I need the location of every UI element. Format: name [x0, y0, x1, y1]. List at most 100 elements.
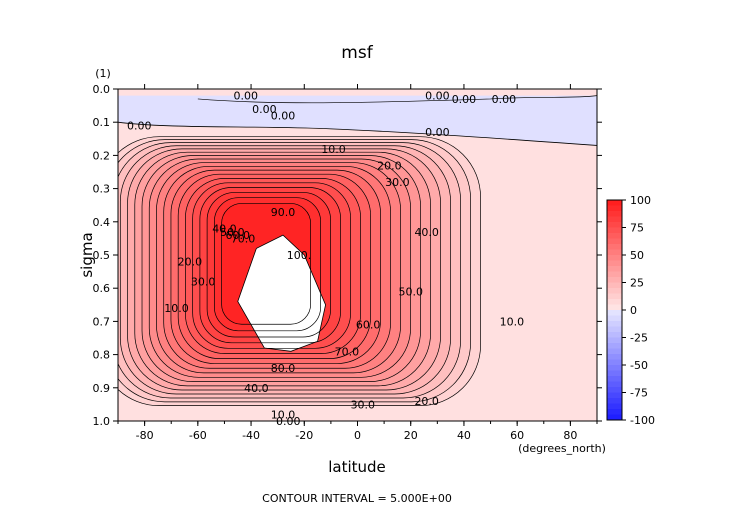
contour-label: 10.0: [500, 315, 525, 328]
colorbar-segment: [607, 398, 622, 404]
colorbar-tick-label: -50: [630, 359, 648, 372]
contour-label: 40.0: [244, 382, 269, 395]
colorbar-segment: [607, 321, 622, 327]
contour-label: 40.0: [212, 222, 237, 235]
colorbar-segment: [607, 238, 622, 245]
colorbar-segment: [607, 315, 622, 322]
colorbar-segment: [607, 326, 622, 333]
colorbar-tick-label: -100: [630, 414, 655, 427]
colorbar-segment: [607, 205, 622, 212]
colorbar-segment: [607, 376, 622, 382]
contour-label: 60.0: [356, 319, 381, 332]
contour-label: 90.0: [271, 206, 296, 219]
y-axis: 0.0 0.1 0.2 0.3 0.4 0.5 0.6 0.7 0.8 0.9 1.0: [93, 83, 602, 428]
contour-label: 20.0: [377, 159, 402, 172]
colorbar-segment: [607, 348, 622, 355]
contour-60: [170, 169, 381, 364]
contour-field: [118, 89, 597, 421]
colorbar-segment: [607, 222, 622, 228]
contour-80: [199, 187, 341, 344]
y-tick-label: 0.5: [93, 249, 111, 262]
contour-label: 30.0: [351, 398, 376, 411]
contour-lines: [118, 95, 597, 406]
contour-15: [118, 139, 471, 403]
x-tick-label: -40: [242, 429, 260, 442]
contour-label: 0.00: [425, 126, 450, 139]
contour-label: 10.0: [271, 408, 296, 421]
colorbar-tick-label: -25: [630, 332, 648, 345]
colorbar-segment: [607, 282, 622, 289]
colorbar-segment: [607, 277, 622, 283]
chart-title: msf: [341, 43, 373, 63]
y-tick-label: 0.9: [93, 382, 111, 395]
x-tick-label: -60: [189, 429, 207, 442]
colorbar-tick-label: 25: [630, 277, 644, 290]
contour-label: 10.0: [164, 302, 189, 315]
contour-25: [119, 145, 451, 395]
colorbar-segment: [607, 337, 622, 344]
contour-zero-upper: [197, 95, 597, 104]
contour-label: 100.: [287, 249, 312, 262]
y-tick-label: 0.2: [93, 149, 111, 162]
core-above-100: [237, 234, 326, 352]
y-axis-units: (1): [95, 67, 111, 80]
colorbar-tick-label: 75: [630, 222, 644, 235]
x-axis-label: latitude: [328, 458, 386, 476]
colorbar-segment: [607, 260, 622, 267]
x-tick-label: 40: [457, 429, 471, 442]
y-tick-label: 0.6: [93, 282, 111, 295]
colorbar-segment: [607, 403, 622, 410]
contour-35: [134, 151, 431, 387]
x-axis: -80 -60 -40 -20 0 20 40 60 80: [117, 84, 598, 442]
y-tick-label: 0.4: [93, 216, 111, 229]
contour-30: [127, 148, 441, 391]
contour-labels: 0.000.000.000.000.00 0.00 0.000.0010.020.0…: [127, 90, 524, 428]
colorbar-segment: [607, 414, 622, 421]
x-tick-label: -20: [295, 429, 313, 442]
colorbar-segment: [607, 354, 622, 360]
colorbar-segment: [607, 365, 622, 371]
contour-label: 70.0: [335, 345, 360, 358]
colorbar-segment: [607, 244, 622, 250]
colorbar-segment: [607, 288, 622, 294]
colorbar-segment: [607, 299, 622, 305]
colorbar-segment: [607, 271, 622, 278]
contour-label: 0.00: [452, 93, 477, 106]
colorbar-segment: [607, 304, 622, 311]
contour-label: 20.0: [178, 256, 203, 269]
colorbar-segment: [607, 370, 622, 377]
contour-45: [148, 158, 411, 378]
x-tick-label: 0: [354, 429, 361, 442]
colorbar-tick-label: 100: [630, 194, 651, 207]
x-tick-label: 20: [404, 429, 418, 442]
colorbar-segment: [607, 310, 622, 316]
contour-interval-note: CONTOUR INTERVAL = 5.000E+00: [262, 492, 452, 505]
contour-label: 50.0: [220, 226, 245, 239]
contour-55: [163, 165, 391, 369]
y-axis-label: sigma: [78, 232, 96, 277]
colorbar-segment: [607, 387, 622, 393]
colorbar: 100 75 50 25 0 -25 -50 -75 -100: [606, 194, 655, 427]
colorbar-segment: [607, 216, 622, 223]
colorbar-segment: [607, 392, 622, 399]
colorbar-tick-label: 50: [630, 249, 644, 262]
colorbar-segment: [607, 293, 622, 300]
colorbar-segment: [607, 227, 622, 234]
contour-95: [221, 203, 312, 325]
y-tick-label: 1.0: [93, 415, 111, 428]
contour-label: 10.0: [321, 143, 346, 156]
contour-label: 0.00: [492, 93, 517, 106]
contour-label: 30.0: [191, 276, 216, 289]
colorbar-segment: [607, 266, 622, 272]
contour-label: 0.00: [425, 90, 450, 103]
contour-label: 20.0: [414, 395, 439, 408]
x-axis-units: (degrees_north): [518, 442, 606, 455]
colorbar-segment: [607, 359, 622, 366]
y-tick-label: 0.1: [93, 116, 111, 129]
contour-75: [192, 182, 351, 349]
contour-label: 0.00: [271, 110, 296, 123]
colorbar-tick-label: -75: [630, 387, 648, 400]
y-tick-label: 0.7: [93, 315, 111, 328]
contour-label: 60.0: [226, 229, 251, 242]
negative-region: [118, 95, 597, 146]
